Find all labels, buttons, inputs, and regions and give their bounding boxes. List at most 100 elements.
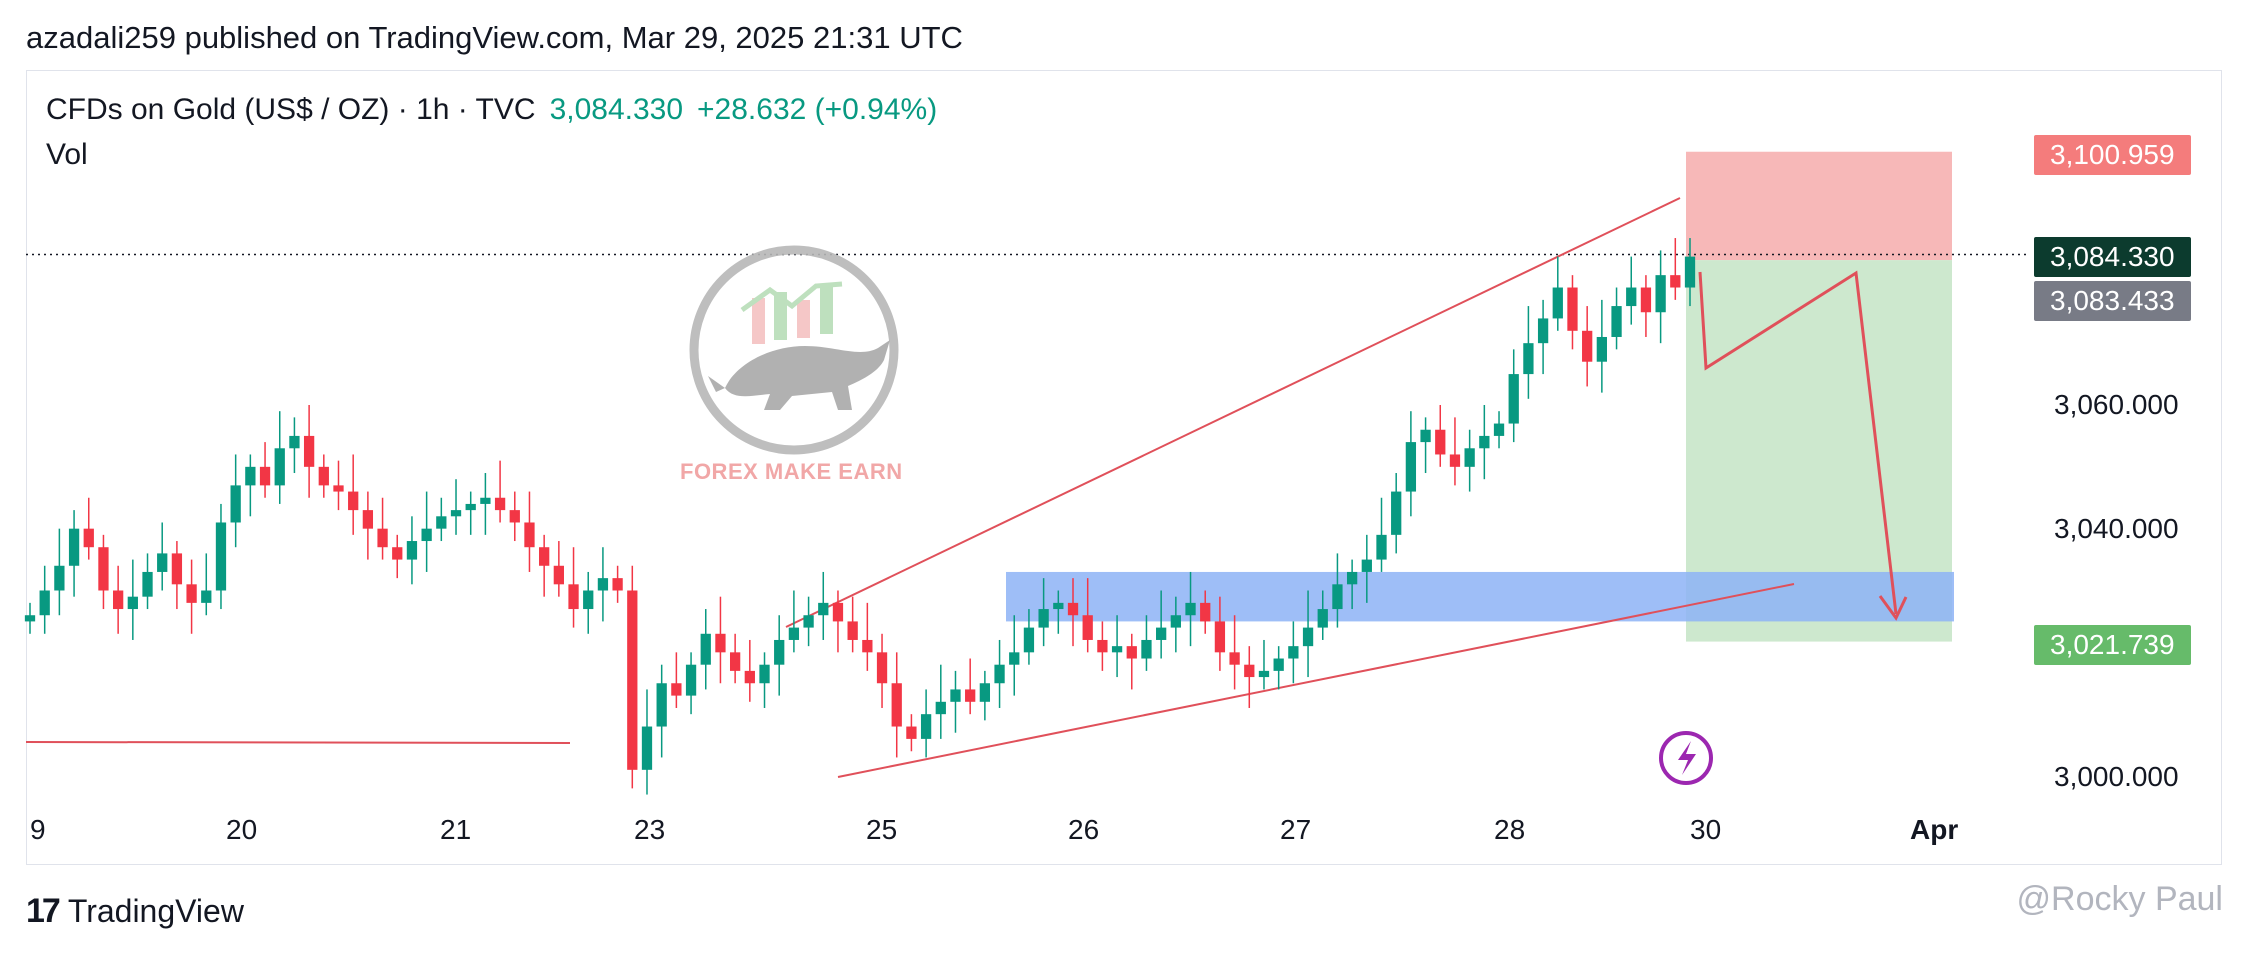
- x-tick-label: 23: [634, 814, 666, 845]
- candle-body: [465, 503, 476, 511]
- candle-body: [656, 683, 667, 727]
- candle-body: [1684, 256, 1696, 288]
- candle-body: [862, 639, 873, 653]
- candle-body: [612, 578, 623, 591]
- candle-body: [1611, 306, 1622, 337]
- candle-body: [1567, 287, 1578, 331]
- horizontal-level-line[interactable]: [25, 741, 571, 744]
- x-tick-label: 26: [1068, 814, 1100, 845]
- candle-body: [1258, 670, 1270, 678]
- candle-body: [245, 466, 256, 486]
- candle-body: [979, 683, 991, 702]
- candle-body: [1288, 646, 1299, 659]
- chart-legend[interactable]: CFDs on Gold (US$ / OZ) · 1h · TVC 3,084.…: [46, 93, 937, 127]
- x-tick-label: Apr: [1910, 814, 1959, 845]
- candle-body: [1185, 602, 1196, 616]
- candle-body: [1200, 602, 1211, 622]
- tradingview-logo[interactable]: 17 TradingView: [26, 892, 244, 931]
- candle-body: [480, 497, 491, 504]
- candle-body: [348, 491, 359, 511]
- volume-indicator-label[interactable]: Vol: [46, 138, 88, 171]
- candle-body: [1244, 664, 1255, 678]
- candle-body: [1596, 336, 1607, 362]
- candle-body: [1508, 374, 1519, 424]
- candle-body: [68, 528, 80, 566]
- candle-body: [744, 670, 755, 684]
- legend-change: +28.632 (+0.94%): [697, 93, 938, 126]
- candle-body: [1273, 658, 1284, 671]
- candle-body: [142, 571, 153, 597]
- lower-trendline[interactable]: [837, 583, 1795, 778]
- candle-body: [715, 633, 726, 653]
- legend-price: 3,084.330: [549, 93, 684, 126]
- candle-body: [1655, 275, 1666, 313]
- candle-body: [377, 528, 388, 548]
- candle-body: [1067, 602, 1079, 616]
- candle-body: [509, 510, 520, 523]
- candle-body: [1082, 615, 1093, 640]
- candlestick-series: [24, 238, 1696, 795]
- candle-body: [1111, 646, 1123, 653]
- candle-body: [568, 584, 579, 610]
- candle-body: [1097, 639, 1108, 653]
- candle-body: [201, 590, 212, 603]
- candle-body: [1302, 627, 1314, 647]
- candle-body: [333, 485, 344, 492]
- last-price-tag: 3,084.330: [2034, 237, 2191, 277]
- candle-body: [935, 701, 946, 715]
- candle-body: [818, 602, 829, 616]
- symbol-title[interactable]: CFDs on Gold (US$ / OZ) · 1h · TVC: [46, 93, 536, 126]
- candle-body: [524, 522, 535, 548]
- x-tick-label: 27: [1280, 814, 1312, 845]
- tradingview-mark-icon: 17: [26, 892, 61, 930]
- candle-body: [1141, 639, 1152, 659]
- lightning-icon[interactable]: [1659, 731, 1713, 785]
- candle-body: [641, 726, 653, 770]
- candle-body: [157, 553, 168, 572]
- x-tick-label: 20: [226, 814, 258, 845]
- brand-watermark-text: FOREX MAKE EARN: [680, 459, 903, 484]
- chart-panel[interactable]: [26, 70, 2222, 865]
- y-tick-label: 3,000.000: [2054, 761, 2179, 792]
- candle-body: [891, 683, 902, 727]
- candle-body: [597, 578, 609, 591]
- candle-body: [671, 683, 682, 696]
- candle-body: [392, 547, 403, 560]
- bull-logo-watermark: [689, 245, 899, 455]
- candle-body: [186, 584, 197, 603]
- candle-body: [24, 615, 36, 622]
- candle-body: [1464, 448, 1475, 467]
- stop-loss-zone[interactable]: [1686, 151, 1952, 261]
- x-tick-label: 30: [1690, 814, 1722, 845]
- candle-body: [421, 528, 432, 542]
- candle-body: [113, 590, 124, 610]
- candle-body: [1009, 652, 1020, 665]
- target-price-tag: 3,021.739: [2034, 625, 2191, 665]
- candle-body: [876, 652, 888, 684]
- projection-path[interactable]: [1698, 270, 1898, 615]
- tradingview-wordmark: TradingView: [67, 893, 244, 929]
- candle-body: [406, 541, 418, 560]
- candle-body: [759, 664, 770, 684]
- candle-body: [98, 547, 109, 591]
- candle-body: [1053, 602, 1064, 610]
- publish-info: azadali259 published on TradingView.com,…: [26, 20, 963, 55]
- candle-body: [274, 448, 285, 486]
- candle-body: [774, 639, 785, 665]
- candle-body: [920, 714, 932, 739]
- upper-trendline[interactable]: [785, 197, 1681, 628]
- stop-price-tag: 3,100.959: [2034, 135, 2191, 175]
- candle-body: [1670, 275, 1681, 288]
- candle-body: [39, 590, 50, 616]
- candle-body: [729, 652, 741, 671]
- support-zone[interactable]: [1006, 571, 1954, 622]
- candle-body: [627, 590, 638, 770]
- candle-body: [289, 435, 300, 449]
- candle-body: [1317, 609, 1328, 628]
- candle-body: [215, 522, 227, 591]
- candle-body: [1038, 609, 1049, 628]
- candle-body: [1626, 287, 1637, 307]
- candle-body: [1493, 423, 1505, 436]
- candle-body: [1435, 429, 1446, 455]
